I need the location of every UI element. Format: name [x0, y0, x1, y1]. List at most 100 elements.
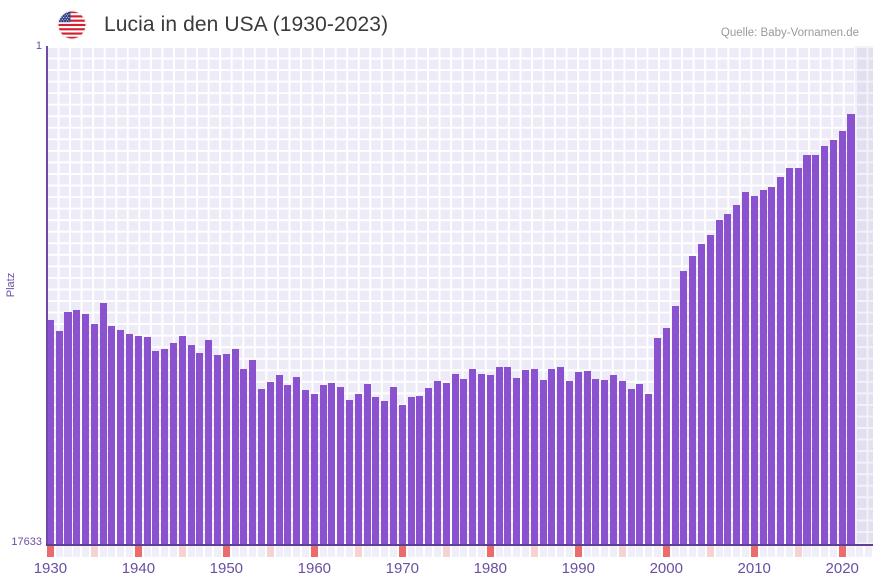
x-tick-cell	[750, 546, 758, 557]
x-tick-cell	[152, 546, 160, 557]
x-tick-cell	[46, 546, 54, 557]
x-tick-cell	[495, 546, 503, 557]
x-tick-cell	[504, 546, 512, 557]
bar	[108, 326, 116, 546]
x-axis-tick-label: 2010	[737, 560, 771, 577]
bar	[539, 380, 547, 546]
x-tick-cell	[706, 546, 714, 557]
bar	[64, 312, 72, 546]
x-tick-cell	[460, 546, 468, 557]
bar	[697, 244, 705, 546]
bar	[609, 375, 617, 546]
x-tick-cell	[548, 546, 556, 557]
bar	[346, 399, 354, 546]
x-tick-cell	[680, 546, 688, 557]
bar	[460, 379, 468, 546]
bar	[240, 368, 248, 546]
x-axis-tick-label: 1940	[121, 560, 156, 577]
bar	[381, 401, 389, 546]
x-tick-cell	[381, 546, 389, 557]
x-tick-cell	[143, 546, 151, 557]
bar	[733, 204, 741, 546]
x-tick-cell	[653, 546, 661, 557]
x-tick-cell	[741, 546, 749, 557]
x-tick-cell	[372, 546, 380, 557]
x-tick-cell	[231, 546, 239, 557]
x-tick-cell	[803, 546, 811, 557]
x-axis-tick-strip	[46, 546, 873, 557]
x-tick-cell	[73, 546, 81, 557]
x-tick-cell	[486, 546, 494, 557]
x-tick-cell	[574, 546, 582, 557]
bar	[618, 381, 626, 546]
bar	[293, 376, 301, 546]
bar	[847, 113, 855, 546]
y-axis-bottom-tick-label: 17633	[11, 536, 42, 548]
x-tick-cell	[812, 546, 820, 557]
bar	[143, 337, 151, 546]
x-tick-cell	[258, 546, 266, 557]
x-tick-cell	[609, 546, 617, 557]
x-tick-cell	[108, 546, 116, 557]
x-tick-cell	[187, 546, 195, 557]
bar	[82, 313, 90, 546]
bar	[574, 371, 582, 546]
x-tick-cell	[319, 546, 327, 557]
x-tick-cell	[205, 546, 213, 557]
bar	[513, 377, 521, 546]
no-data-band	[855, 46, 873, 546]
x-tick-cell	[214, 546, 222, 557]
source-note: Quelle: Baby-Vornamen.de	[720, 27, 859, 39]
x-tick-cell	[785, 546, 793, 557]
plot-area	[46, 46, 873, 546]
bar	[161, 349, 169, 546]
bar	[530, 368, 538, 546]
bar	[214, 355, 222, 546]
bar	[354, 394, 362, 546]
bar	[284, 384, 292, 546]
bar	[565, 381, 573, 546]
bar-series	[46, 46, 873, 546]
x-tick-cell	[416, 546, 424, 557]
bar	[231, 349, 239, 546]
x-tick-cell	[768, 546, 776, 557]
bar	[337, 386, 345, 546]
bar	[363, 384, 371, 546]
x-tick-cell	[697, 546, 705, 557]
x-tick-cell	[328, 546, 336, 557]
bar	[495, 367, 503, 546]
x-tick-cell	[601, 546, 609, 557]
x-tick-cell	[266, 546, 274, 557]
x-tick-cell	[196, 546, 204, 557]
x-tick-cell	[354, 546, 362, 557]
x-axis-tick-label: 1970	[385, 560, 419, 577]
bar	[249, 360, 257, 546]
x-tick-cell	[310, 546, 318, 557]
bar	[328, 382, 336, 546]
x-tick-cell	[530, 546, 538, 557]
x-tick-cell	[689, 546, 697, 557]
x-tick-cell	[838, 546, 846, 557]
bar	[715, 220, 723, 546]
bar	[451, 374, 459, 546]
bar	[319, 384, 327, 546]
bar	[170, 343, 178, 546]
bar	[601, 380, 609, 546]
bar	[671, 306, 679, 546]
x-axis-tick-label: 2000	[649, 560, 683, 577]
x-tick-cell	[733, 546, 741, 557]
bar	[187, 344, 195, 546]
bar	[680, 271, 688, 546]
x-tick-cell	[451, 546, 459, 557]
chart-header: Lucia in den USA (1930-2023) Quelle: Bab…	[0, 0, 873, 46]
x-tick-cell	[117, 546, 125, 557]
x-tick-cell	[99, 546, 107, 557]
x-tick-cell	[856, 546, 864, 557]
bar	[521, 370, 529, 546]
bar	[504, 367, 512, 546]
x-tick-cell	[539, 546, 547, 557]
bar	[126, 333, 134, 546]
bar	[662, 327, 670, 546]
x-tick-cell	[178, 546, 186, 557]
